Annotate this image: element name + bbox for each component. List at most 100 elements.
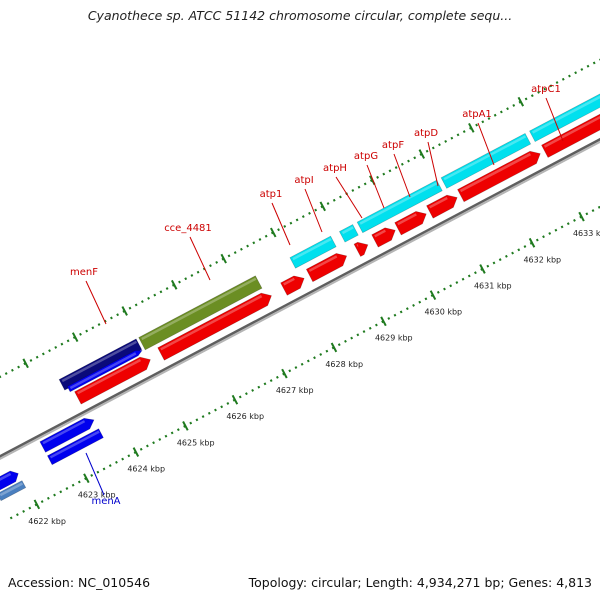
gene-leader-line <box>271 202 291 246</box>
gene-label-atpH: atpH <box>323 163 347 174</box>
gene-feature-left-lower <box>0 480 27 502</box>
gene-feature-left-upper <box>0 470 19 491</box>
gene-bar-atp1 <box>289 235 337 269</box>
kbp-tick-lower <box>182 421 189 431</box>
kbp-label: 4626 kbp <box>226 412 264 421</box>
kbp-label: 4622 kbp <box>28 517 66 526</box>
kbp-tick-lower <box>83 473 90 484</box>
kbp-label: 4629 kbp <box>375 334 413 343</box>
cds-feature-atpF <box>394 211 427 236</box>
gene-label-atpA1: atpA1 <box>462 109 492 120</box>
gene-bar-atpA1 <box>440 132 532 189</box>
cds-feature-atpD <box>426 194 458 219</box>
gene-bar-menF-highlight <box>69 352 137 390</box>
kbp-label: 4628 kbp <box>325 360 363 369</box>
backbone-line-light <box>0 140 600 460</box>
gene-bar-cce_4481-highlight <box>141 277 257 341</box>
accession-label: Accession: NC_010546 <box>8 575 151 590</box>
gene-leader-line <box>304 188 323 233</box>
kbp-label: 4623 kbp <box>78 491 116 500</box>
gene-bar-menF-dark <box>58 338 143 391</box>
upper-dotted-scale <box>0 58 600 379</box>
gene-bar-atpA1-highlight <box>443 135 527 181</box>
gene-label-atp1: atp1 <box>260 189 283 200</box>
kbp-label: 4630 kbp <box>424 308 462 317</box>
gene-bar-atpH <box>338 224 359 243</box>
kbp-tick-upper <box>319 201 326 212</box>
cds-feature-menF <box>74 356 151 405</box>
cds-feature-atpH <box>353 241 369 257</box>
map-title: Cyanothece sp. ATCC 51142 chromosome cir… <box>87 8 513 23</box>
kbp-tick-upper <box>71 332 79 343</box>
kbp-tick-lower <box>33 499 41 510</box>
kbp-tick-lower <box>231 394 239 405</box>
kbp-tick-upper <box>170 279 178 290</box>
kbp-label: 4631 kbp <box>474 281 512 290</box>
cds-feature-atpD-highlight <box>429 196 448 209</box>
gene-feature-menA-lower-highlight <box>49 430 100 459</box>
gene-feature-menA-upper-highlight <box>42 420 86 445</box>
kbp-tick-lower <box>330 342 338 353</box>
gene-label-atpD: atpD <box>414 128 438 139</box>
kbp-tick-lower <box>528 237 536 248</box>
kbp-tick-upper <box>270 227 277 238</box>
kbp-tick-lower <box>380 316 387 327</box>
kbp-tick-lower <box>578 211 585 222</box>
gene-leader-line <box>393 153 411 198</box>
kbp-tick-upper <box>220 253 227 264</box>
gene-feature-menA-lower <box>46 428 104 466</box>
cds-feature-atp1-highlight <box>283 277 295 286</box>
gene-bar-atp1-highlight <box>292 237 332 261</box>
gene-leader-line <box>545 97 564 142</box>
kbp-tick-lower <box>479 264 486 274</box>
gene-leader-line <box>427 141 439 187</box>
cds-feature-atpF-highlight <box>397 213 417 226</box>
gene-bar-atpC1-highlight <box>532 95 600 134</box>
gene-leader-line <box>85 452 105 496</box>
gene-bar-menF-dark-highlight <box>61 340 137 383</box>
gene-leader-line <box>366 164 385 209</box>
gene-label-atpC1: atpC1 <box>531 84 561 95</box>
kbp-tick-upper <box>121 306 128 316</box>
kbp-tick-upper <box>22 358 29 369</box>
gene-feature-left-lower-highlight <box>0 482 23 497</box>
kbp-label: 4625 kbp <box>177 438 215 447</box>
kbp-label: 4633 kbp <box>573 229 600 238</box>
gene-bar-atpF-highlight <box>359 181 438 225</box>
gene-bar-cce_4481 <box>138 275 263 351</box>
cds-feature-atpA1 <box>457 150 541 203</box>
gene-feature-menA-upper <box>39 417 95 453</box>
gene-feature-left-upper-highlight <box>0 472 12 481</box>
backbone-line-dark <box>0 137 600 458</box>
cds-feature-atpG <box>371 227 396 248</box>
cds-feature-atpA1-highlight <box>459 152 531 193</box>
gene-leader-line <box>335 176 363 219</box>
cds-feature-cce_4481 <box>157 292 272 361</box>
kbp-tick-upper <box>418 149 426 159</box>
kbp-tick-lower <box>429 290 437 301</box>
gene-leader-line <box>477 122 495 166</box>
gene-leader-line <box>85 280 107 325</box>
kbp-tick-upper <box>517 96 525 107</box>
kbp-tick-lower <box>132 447 140 457</box>
genome-summary: Topology: circular; Length: 4,934,271 bp… <box>248 575 592 590</box>
kbp-label: 4627 kbp <box>276 386 314 395</box>
gene-bar-menF <box>66 350 143 393</box>
gene-bar-atpH-highlight <box>341 226 354 235</box>
gene-bar-atpF <box>356 179 443 234</box>
kbp-tick-lower <box>281 368 288 379</box>
cds-feature-atpC1 <box>541 113 600 158</box>
gene-label-atpI: atpI <box>294 175 313 186</box>
cds-feature-atpI <box>305 253 348 283</box>
gene-label-atpG: atpG <box>354 151 378 162</box>
kbp-tick-upper <box>468 122 475 133</box>
kbp-label: 4632 kbp <box>523 255 561 264</box>
cds-feature-atp1 <box>280 275 305 296</box>
cds-feature-atpG-highlight <box>374 229 386 238</box>
cds-feature-atpI-highlight <box>308 255 338 272</box>
cds-feature-cce_4481-highlight <box>160 294 263 351</box>
gene-label-menA: menA <box>91 496 120 507</box>
lower-dotted-scale <box>9 205 600 520</box>
cds-feature-atpH-highlight <box>356 244 359 247</box>
